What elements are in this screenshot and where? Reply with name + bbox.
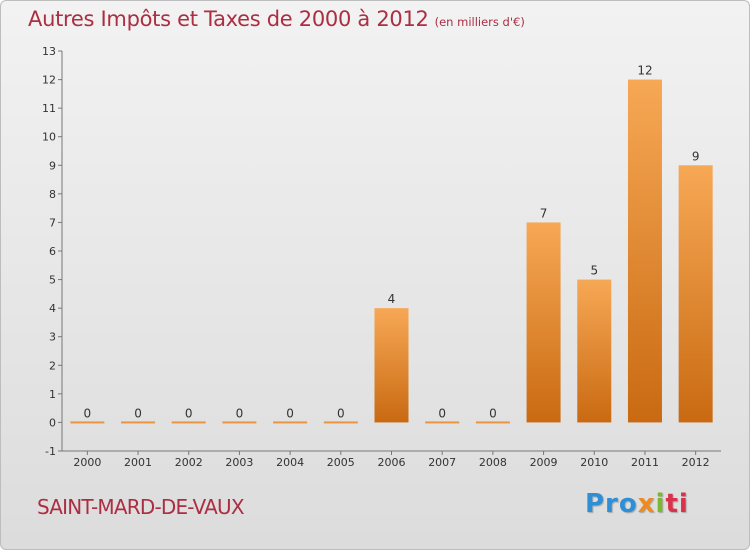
x-tick-label: 2002: [175, 456, 203, 469]
proxiti-logo[interactable]: Proxiti: [585, 489, 689, 519]
y-tick-label: 6: [49, 245, 56, 258]
labels: -101234567891011121320000200102002020030…: [42, 45, 710, 469]
chart-title-text: Autres Impôts et Taxes de 2000 à 2012: [28, 7, 429, 31]
data-label: 0: [84, 406, 92, 420]
bar: [70, 421, 105, 424]
bar: [323, 421, 358, 424]
y-tick-label: 2: [49, 359, 56, 372]
data-label: 0: [489, 406, 497, 420]
bar: [577, 279, 612, 423]
y-tick-label: 3: [49, 331, 56, 344]
bar: [526, 222, 561, 423]
data-label: 0: [337, 406, 345, 420]
bar: [627, 79, 662, 423]
y-tick-label: -1: [45, 445, 56, 458]
data-label: 4: [388, 292, 396, 306]
x-tick-label: 2005: [327, 456, 355, 469]
bar: [273, 421, 308, 424]
x-tick-label: 2010: [580, 456, 608, 469]
axes: [58, 50, 721, 455]
bars: [70, 79, 713, 424]
x-tick-label: 2011: [631, 456, 659, 469]
data-label: 0: [236, 406, 244, 420]
y-tick-label: 11: [42, 102, 56, 115]
x-tick-label: 2003: [225, 456, 253, 469]
logo-part-4: ti: [665, 489, 689, 519]
y-tick-label: 1: [49, 388, 56, 401]
y-tick-label: 5: [49, 274, 56, 287]
data-label: 9: [692, 149, 700, 163]
data-label: 5: [590, 264, 598, 278]
x-tick-label: 2006: [378, 456, 406, 469]
y-tick-label: 8: [49, 188, 56, 201]
data-label: 0: [286, 406, 294, 420]
data-label: 12: [637, 64, 652, 78]
y-tick-label: 4: [49, 302, 56, 315]
bar: [222, 421, 257, 424]
y-tick-label: 9: [49, 159, 56, 172]
bar: [121, 421, 156, 424]
bar: [678, 165, 713, 423]
y-tick-label: 12: [42, 74, 56, 87]
data-label: 0: [438, 406, 446, 420]
logo-part-2: x: [637, 489, 656, 519]
y-tick-label: 13: [42, 45, 56, 58]
chart-title: Autres Impôts et Taxes de 2000 à 2012 (en…: [28, 7, 525, 31]
logo-part-1: Pro: [585, 489, 638, 519]
y-tick-label: 7: [49, 216, 56, 229]
x-tick-label: 2009: [530, 456, 558, 469]
data-label: 7: [540, 206, 548, 220]
bar: [374, 308, 409, 423]
y-tick-label: 0: [49, 416, 56, 429]
bar: [425, 421, 460, 424]
x-tick-label: 2012: [682, 456, 710, 469]
bar: [475, 421, 510, 424]
x-tick-label: 2007: [428, 456, 456, 469]
x-tick-label: 2004: [276, 456, 304, 469]
data-label: 0: [134, 406, 142, 420]
x-tick-label: 2000: [73, 456, 101, 469]
data-label: 0: [185, 406, 193, 420]
chart-unit: (en milliers d'€): [434, 15, 525, 29]
y-tick-label: 10: [42, 131, 56, 144]
x-tick-label: 2001: [124, 456, 152, 469]
commune-name: SAINT-MARD-DE-VAUX: [37, 495, 245, 519]
x-tick-label: 2008: [479, 456, 507, 469]
bar: [171, 421, 206, 424]
logo-part-3: i: [655, 489, 666, 519]
